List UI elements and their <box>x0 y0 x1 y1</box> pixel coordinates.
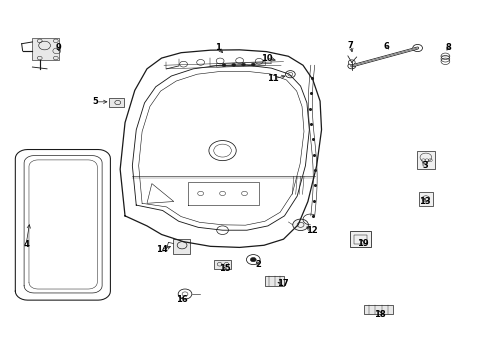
Bar <box>213 260 231 269</box>
Bar <box>363 305 392 315</box>
Text: 18: 18 <box>373 310 385 319</box>
Text: 1: 1 <box>214 43 220 52</box>
Circle shape <box>251 63 255 66</box>
Text: 15: 15 <box>219 265 230 274</box>
Text: 8: 8 <box>445 43 450 52</box>
Text: 12: 12 <box>305 226 317 235</box>
Bar <box>109 98 124 107</box>
Circle shape <box>347 63 355 69</box>
Circle shape <box>292 219 308 230</box>
Text: 16: 16 <box>176 294 187 303</box>
Bar <box>349 231 370 247</box>
Text: 9: 9 <box>55 43 61 52</box>
Text: 13: 13 <box>418 197 430 206</box>
Circle shape <box>412 44 422 51</box>
Bar <box>418 192 432 206</box>
Text: 6: 6 <box>383 42 389 51</box>
Bar <box>416 151 434 169</box>
Text: 3: 3 <box>421 161 427 170</box>
Text: 4: 4 <box>23 240 29 249</box>
Text: 10: 10 <box>260 54 272 63</box>
Text: 14: 14 <box>155 246 167 255</box>
Circle shape <box>231 63 235 66</box>
Text: 17: 17 <box>276 279 288 288</box>
Text: 2: 2 <box>255 260 261 269</box>
Bar <box>32 39 59 60</box>
Text: 5: 5 <box>93 97 99 106</box>
Text: 11: 11 <box>266 75 278 84</box>
Text: 7: 7 <box>347 41 353 50</box>
Bar <box>353 234 366 244</box>
Bar <box>173 239 190 254</box>
Text: 19: 19 <box>356 239 367 248</box>
Circle shape <box>222 64 225 67</box>
Circle shape <box>241 63 245 66</box>
Bar <box>264 276 284 286</box>
Circle shape <box>250 257 256 262</box>
Circle shape <box>347 60 354 65</box>
